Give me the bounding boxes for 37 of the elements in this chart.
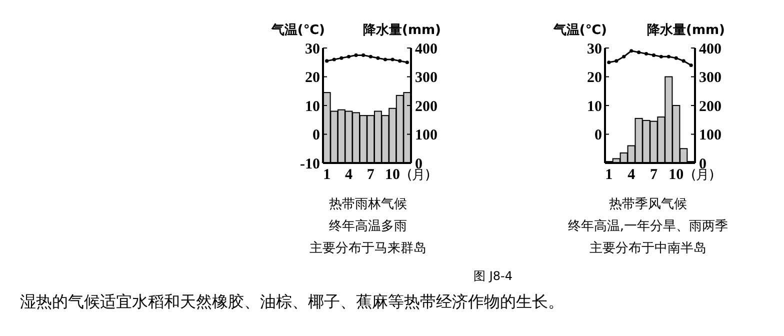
caption: 图 J8-4 — [474, 269, 512, 283]
text: 终年高温多雨 — [329, 218, 407, 234]
text: 热带雨林气候 — [329, 197, 407, 212]
text: 主要分布于马来群岛 — [310, 240, 426, 256]
x-tick-label: 4 — [344, 167, 353, 183]
y-tick-label: 20 — [305, 70, 320, 86]
y2-tick-label: 200 — [415, 98, 438, 115]
x-tick-label: 1 — [323, 167, 331, 183]
x-tick-label: 10 — [668, 167, 684, 183]
text: 主要分布于中南半岛 — [590, 240, 706, 256]
y-tick-label: -10 — [300, 156, 320, 172]
text: 湿热的气候适宜水稻和天然橡胶、油棕、椰子、蕉麻等热带经济作物的生长。 — [20, 292, 564, 311]
y2-axis-title: 降水量(mm) — [647, 23, 725, 38]
y-tick-label: 20 — [587, 70, 602, 86]
y2-tick-label: 100 — [415, 128, 438, 144]
x-tick-label: 10 — [385, 167, 400, 183]
x-tick-label: 4 — [628, 167, 636, 183]
y-tick-label: 10 — [305, 98, 320, 115]
y2-tick-label: 400 — [699, 41, 722, 58]
x-tick-label: 1 — [605, 167, 613, 183]
x-tick-label: 7 — [366, 167, 375, 183]
y-tick-label: 10 — [587, 98, 602, 115]
y-tick-label: 0 — [594, 128, 602, 144]
x-tick-label: 7 — [650, 167, 658, 183]
text: 热带季风气候 — [609, 197, 687, 212]
y2-axis-title: 降水量(mm) — [363, 23, 441, 38]
y2-tick-label: 400 — [415, 41, 438, 58]
y-tick-label: 0 — [312, 128, 320, 144]
y-axis-title: 气温(℃) — [552, 23, 607, 38]
y-tick-label: 30 — [587, 41, 602, 58]
y2-tick-label: 100 — [699, 128, 722, 144]
y-tick-label: 30 — [305, 41, 320, 58]
y-axis-title: 气温(℃) — [270, 23, 325, 38]
text: 终年高温,一年分旱、雨两季 — [568, 218, 728, 234]
y2-tick-label: 300 — [699, 70, 722, 86]
y2-tick-label: 200 — [699, 98, 722, 115]
y2-tick-label: 300 — [415, 70, 438, 86]
